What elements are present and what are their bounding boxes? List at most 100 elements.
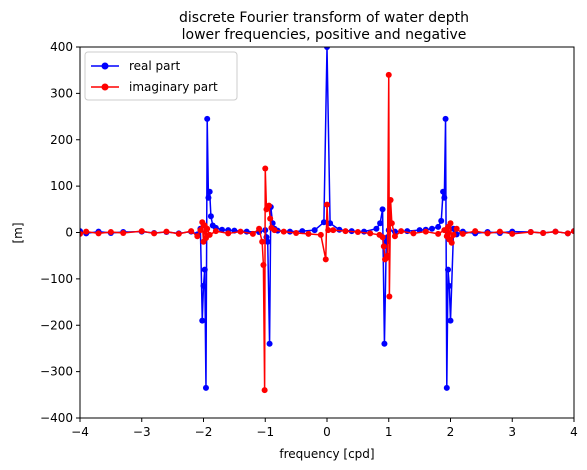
data-point [259, 238, 266, 245]
data-point [377, 220, 384, 227]
data-point [447, 220, 454, 227]
legend: real part imaginary part [84, 51, 238, 101]
data-point [200, 282, 207, 289]
data-point [354, 229, 361, 236]
data-point [391, 233, 398, 240]
data-point [237, 228, 244, 235]
x-axis: −4 −3 −2 −1 0 1 2 3 4 [71, 418, 578, 439]
data-point [260, 261, 267, 268]
data-point [207, 213, 214, 220]
legend-real-label: real part [129, 59, 180, 73]
x-tick-label: 3 [508, 425, 516, 439]
x-tick-label: −1 [256, 425, 274, 439]
data-point [197, 227, 204, 234]
y-tick-label: 400 [50, 40, 73, 54]
data-point [322, 256, 329, 263]
data-point [552, 228, 559, 235]
data-point [311, 227, 318, 234]
legend-box [84, 51, 238, 101]
data-point [443, 384, 450, 391]
data-point [450, 231, 457, 238]
y-tick-label: 200 [50, 133, 73, 147]
data-point [320, 219, 327, 226]
x-tick-label: 1 [385, 425, 393, 439]
data-point [564, 230, 571, 237]
data-point [435, 223, 442, 230]
data-point [367, 230, 374, 237]
data-point [342, 228, 349, 235]
data-point [388, 220, 395, 227]
data-point [445, 266, 452, 273]
data-point [324, 201, 330, 208]
data-point [472, 228, 479, 235]
x-tick-label: −2 [195, 425, 213, 439]
data-point [256, 225, 263, 232]
data-point [373, 225, 380, 232]
data-point [453, 225, 460, 232]
y-tick-label: 100 [50, 179, 73, 193]
data-point [459, 230, 466, 237]
data-point [509, 230, 516, 237]
x-tick-label: 0 [323, 425, 331, 439]
data-point [206, 231, 213, 238]
data-point [175, 230, 182, 237]
x-axis-label: frequency [cpd] [279, 447, 374, 461]
data-point [387, 197, 394, 204]
data-point [446, 282, 453, 289]
data-point [381, 340, 388, 347]
data-point [305, 230, 312, 237]
data-point [540, 229, 547, 236]
data-point [438, 217, 445, 224]
data-point [410, 230, 417, 237]
data-point [435, 230, 442, 237]
data-point [379, 234, 386, 241]
data-point [249, 230, 256, 237]
data-point [422, 228, 429, 235]
data-point [384, 252, 391, 259]
legend-imaginary-label: imaginary part [129, 80, 218, 94]
series-layer [80, 47, 574, 394]
data-point [204, 115, 211, 122]
data-point [442, 115, 449, 122]
x-tick-label: 2 [447, 425, 455, 439]
x-tick-label: 4 [570, 425, 578, 439]
data-point [262, 165, 269, 172]
data-point [330, 227, 337, 234]
y-tick-label: 0 [65, 226, 73, 240]
data-point [440, 188, 447, 195]
data-point [448, 239, 455, 246]
data-point [265, 202, 272, 209]
chart-title-line-2: lower frequencies, positive and negative [182, 27, 467, 43]
y-tick-label: −300 [40, 365, 73, 379]
y-tick-label: 300 [50, 86, 73, 100]
data-point [83, 228, 90, 235]
y-tick-label: −400 [40, 411, 73, 425]
y-axis-label: [m] [11, 222, 25, 243]
data-point [202, 384, 209, 391]
data-point [271, 227, 278, 234]
data-point [527, 229, 534, 236]
data-point [266, 340, 273, 347]
chart-title-line-1: discrete Fourier transform of water dept… [179, 10, 469, 26]
data-point [484, 230, 491, 237]
data-point [163, 228, 170, 235]
data-point [80, 230, 83, 237]
legend-imaginary-marker [101, 83, 109, 91]
y-tick-label: −200 [40, 318, 73, 332]
data-point [205, 194, 212, 201]
data-point [447, 317, 454, 324]
data-point [201, 266, 208, 273]
data-point [571, 228, 574, 235]
data-point [261, 387, 268, 394]
data-point [428, 225, 435, 232]
data-point [95, 230, 102, 237]
x-tick-label: −4 [71, 425, 89, 439]
y-tick-label: −100 [40, 272, 73, 286]
data-point [138, 228, 145, 235]
data-point [267, 215, 274, 222]
data-point [280, 228, 287, 235]
data-point [441, 194, 448, 201]
data-point [496, 228, 503, 235]
data-point [380, 243, 387, 250]
